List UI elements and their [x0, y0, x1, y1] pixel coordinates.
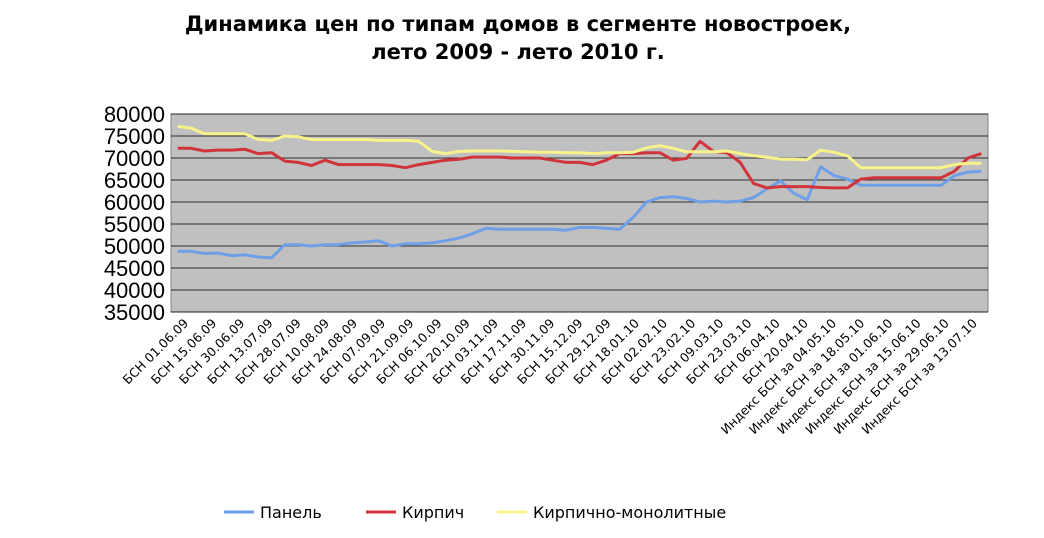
y-axis-ticks: 3500040000450005000055000600006500070000…: [104, 102, 165, 325]
series-line-2: [177, 124, 982, 170]
legend-label-0: Панель: [260, 503, 322, 522]
series-line-0: [177, 165, 982, 260]
series-lines: [177, 124, 982, 260]
y-tick-label: 40000: [104, 278, 165, 303]
y-tick-label: 70000: [104, 146, 165, 171]
y-tick-label: 60000: [104, 190, 165, 215]
chart-title-line-1: Динамика цен по типам домов в сегменте н…: [185, 12, 851, 36]
y-tick-label: 45000: [104, 256, 165, 281]
y-tick-label: 80000: [104, 102, 165, 127]
series-line-1: [177, 139, 982, 190]
y-tick-label: 35000: [104, 300, 165, 325]
y-tick-label: 55000: [104, 212, 165, 237]
plot-area: [170, 113, 989, 313]
legend-label-1: Кирпич: [402, 503, 464, 522]
y-tick-label: 50000: [104, 234, 165, 259]
y-tick-label: 65000: [104, 168, 165, 193]
chart-title-line-2: лето 2009 - лето 2010 г.: [371, 40, 665, 64]
legend-label-2: Кирпично-монолитные: [533, 503, 726, 522]
y-tick-label: 75000: [104, 124, 165, 149]
legend: Панель Кирпич Кирпично-монолитные: [224, 503, 726, 522]
